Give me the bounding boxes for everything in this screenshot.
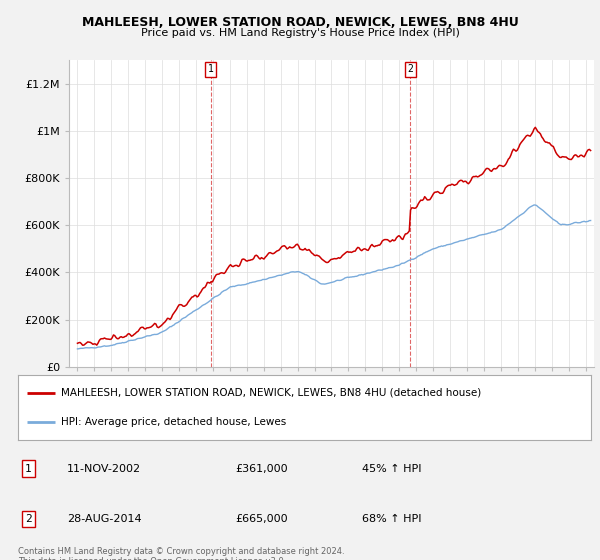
Text: Contains HM Land Registry data © Crown copyright and database right 2024.
This d: Contains HM Land Registry data © Crown c…: [18, 547, 344, 560]
Text: 68% ↑ HPI: 68% ↑ HPI: [362, 514, 421, 524]
Text: 2: 2: [407, 64, 413, 74]
Text: MAHLEESH, LOWER STATION ROAD, NEWICK, LEWES, BN8 4HU: MAHLEESH, LOWER STATION ROAD, NEWICK, LE…: [82, 16, 518, 29]
Text: 28-AUG-2014: 28-AUG-2014: [67, 514, 142, 524]
Text: 2: 2: [25, 514, 32, 524]
Text: 45% ↑ HPI: 45% ↑ HPI: [362, 464, 421, 474]
Text: Price paid vs. HM Land Registry's House Price Index (HPI): Price paid vs. HM Land Registry's House …: [140, 28, 460, 38]
Text: £361,000: £361,000: [236, 464, 289, 474]
Text: 1: 1: [25, 464, 32, 474]
Text: £665,000: £665,000: [236, 514, 289, 524]
Text: 11-NOV-2002: 11-NOV-2002: [67, 464, 141, 474]
Text: HPI: Average price, detached house, Lewes: HPI: Average price, detached house, Lewe…: [61, 417, 286, 427]
Text: 1: 1: [208, 64, 214, 74]
Text: MAHLEESH, LOWER STATION ROAD, NEWICK, LEWES, BN8 4HU (detached house): MAHLEESH, LOWER STATION ROAD, NEWICK, LE…: [61, 388, 481, 398]
